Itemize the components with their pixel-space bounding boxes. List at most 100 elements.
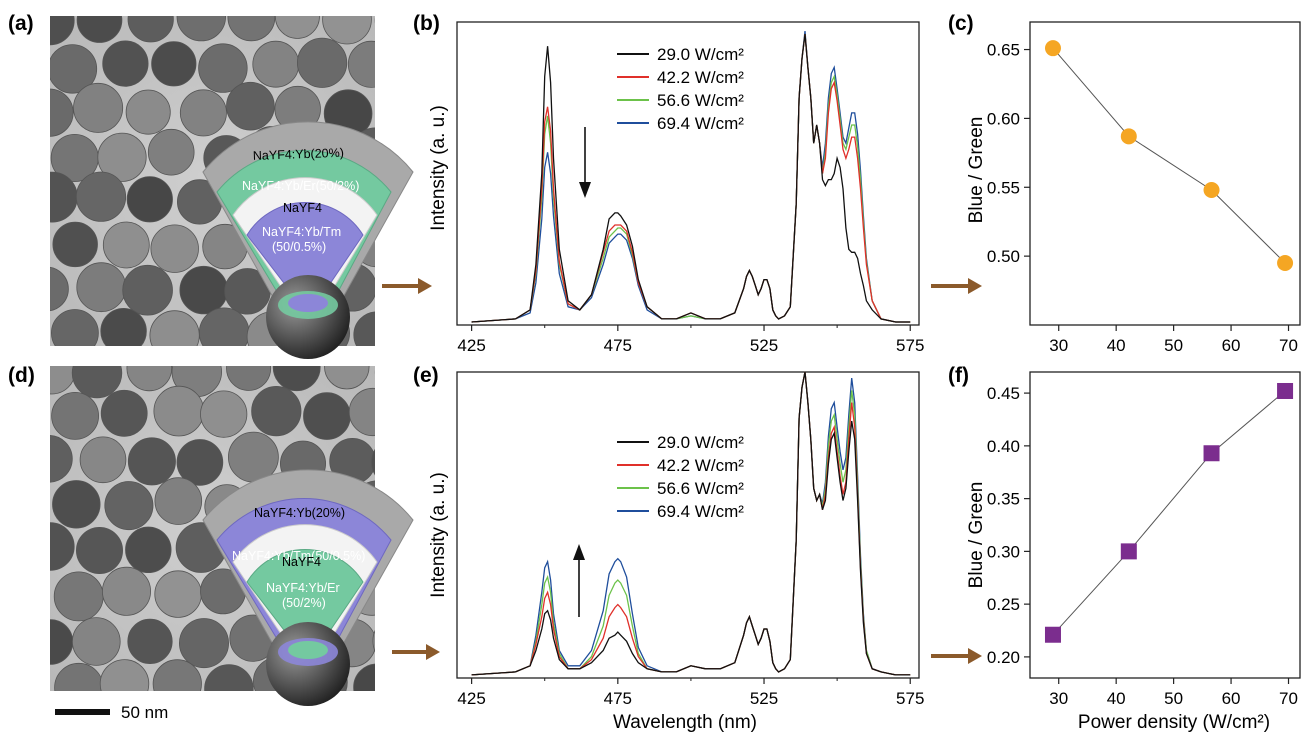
x-tick-label: 30 [1049,336,1068,355]
arrow-d-to-e [392,644,440,660]
nanoparticle [204,664,254,691]
nanoparticle [50,522,75,571]
nanoparticle [176,16,226,42]
xlabel-e: Wavelength (nm) [613,712,757,733]
layer-label-a-0: NaYF4:Yb(20%) [253,146,344,163]
nanoparticle [347,40,375,88]
arrow-b-to-c [931,278,982,294]
trend-arrow-head [579,182,591,198]
x-tick-label: 525 [750,336,778,355]
nanoparticle [152,659,202,691]
nanoparticle [176,439,224,486]
nanoparticle [198,43,248,93]
layer-label-d-0: NaYF4:Yb(20%) [254,506,345,520]
nanoparticle [179,265,228,315]
nanoparticle [406,316,450,360]
y-tick-label: 0.60 [987,109,1020,128]
nanoparticle [126,366,173,392]
nanoparticle [52,480,101,529]
nanoparticle [153,385,205,437]
nanoparticle [150,224,199,273]
nanoparticle [353,663,375,691]
series-line-0 [471,34,911,323]
nanoparticle [102,566,152,616]
ylabel-b: Intensity (a. u.) [428,105,449,231]
scale-bar-label: 50 nm [121,703,168,722]
nanoparticle [198,307,250,346]
nanoparticle [76,16,123,43]
layer-label-d-3: NaYF4:Yb/Er [266,581,340,595]
x-tick-label: 60 [1222,689,1241,708]
y-tick-label: 0.35 [987,490,1020,509]
nanoparticle [99,659,150,691]
nanoparticle [127,437,176,486]
x-tick-label: 525 [750,689,778,708]
layer-label-d-4: (50/2%) [282,596,326,610]
core-shell-schematic-a: NaYF4:Yb(20%) NaYF4:Yb/Er(50/2%) NaYF4 N… [202,121,414,359]
nanoparticle [54,662,104,691]
layer-label-a-4: (50/0.5%) [272,240,326,254]
panel-label-a: (a) [8,12,34,35]
nanoparticle [403,396,448,441]
arrow-e-to-f [931,648,982,664]
y-tick-label: 0.45 [987,384,1020,403]
xlabel-f: Power density (W/cm²) [1078,712,1270,733]
nanoparticle [149,310,200,346]
x-tick-label: 425 [457,689,485,708]
legend-label-2: 56.6 W/cm² [657,479,744,498]
panel-label-f: (f) [948,364,969,387]
layer-label-a-1: NaYF4:Yb/Er(50/2%) [242,179,359,193]
x-tick-label: 50 [1164,336,1183,355]
nanoparticle [125,89,171,135]
nanoparticle [348,387,375,437]
x-tick-label: 575 [896,689,924,708]
nanoparticle [75,171,127,222]
nanoparticle [73,82,124,133]
ratio-chart-f: 30 40 50 60 70 0.20 0.25 0.30 0.35 0.40 0.45 [987,371,1301,708]
data-point [1203,445,1220,462]
arrow-a-to-b [382,278,432,294]
nanoparticle [50,435,73,483]
legend-label-1: 42.2 W/cm² [657,456,744,475]
legend-label-3: 69.4 W/cm² [657,502,744,521]
nanoparticle [226,366,272,391]
nanoparticle [50,88,74,137]
core-shell-schematic-d: NaYF4:Yb(20%) NaYF4:Yb/Tm(50/0.5%) NaYF4… [202,469,414,706]
nanoparticle [379,88,423,132]
nanoparticle [126,176,173,223]
nanoparticle [71,366,123,399]
x-tick-label: 40 [1107,336,1126,355]
panel-label-d: (d) [8,364,35,387]
nanoparticle [178,618,229,669]
nanoparticle [200,390,248,438]
nanoparticle [72,617,121,666]
legend-label-2: 56.6 W/cm² [657,91,744,110]
ylabel-f: Blue / Green [966,482,987,589]
data-point [1277,382,1294,399]
data-point [1044,626,1061,643]
x-tick-label: 475 [604,689,632,708]
x-tick-label: 30 [1049,689,1068,708]
trend-arrow-head [573,544,585,560]
x-tick-label: 70 [1279,689,1298,708]
trend-line [1052,390,1286,636]
plot-frame [1029,371,1301,679]
x-tick-label: 50 [1164,689,1183,708]
ratio-chart-c: 30 40 50 60 70 0.50 0.55 0.60 0.65 [987,21,1301,355]
y-tick-label: 0.65 [987,41,1020,60]
plot-frame [456,21,920,326]
nanoparticle [127,618,173,665]
nanoparticle [76,262,127,313]
nanoparticle [104,481,154,531]
data-point [1120,128,1137,145]
nanoparticle [79,436,127,484]
nanoparticle [76,527,124,575]
nanoparticle [303,392,351,440]
nanoparticle [252,40,300,88]
y-tick-label: 0.40 [987,437,1020,456]
nanoparticle [154,570,202,618]
nanoparticle [97,132,147,182]
nanoparticle [147,128,195,176]
spectrum-chart-e: 425 475 525 575 29.0 W/cm² 42.2 W/cm² 56.6 W/c… [456,371,924,708]
nanoparticle [371,448,375,476]
